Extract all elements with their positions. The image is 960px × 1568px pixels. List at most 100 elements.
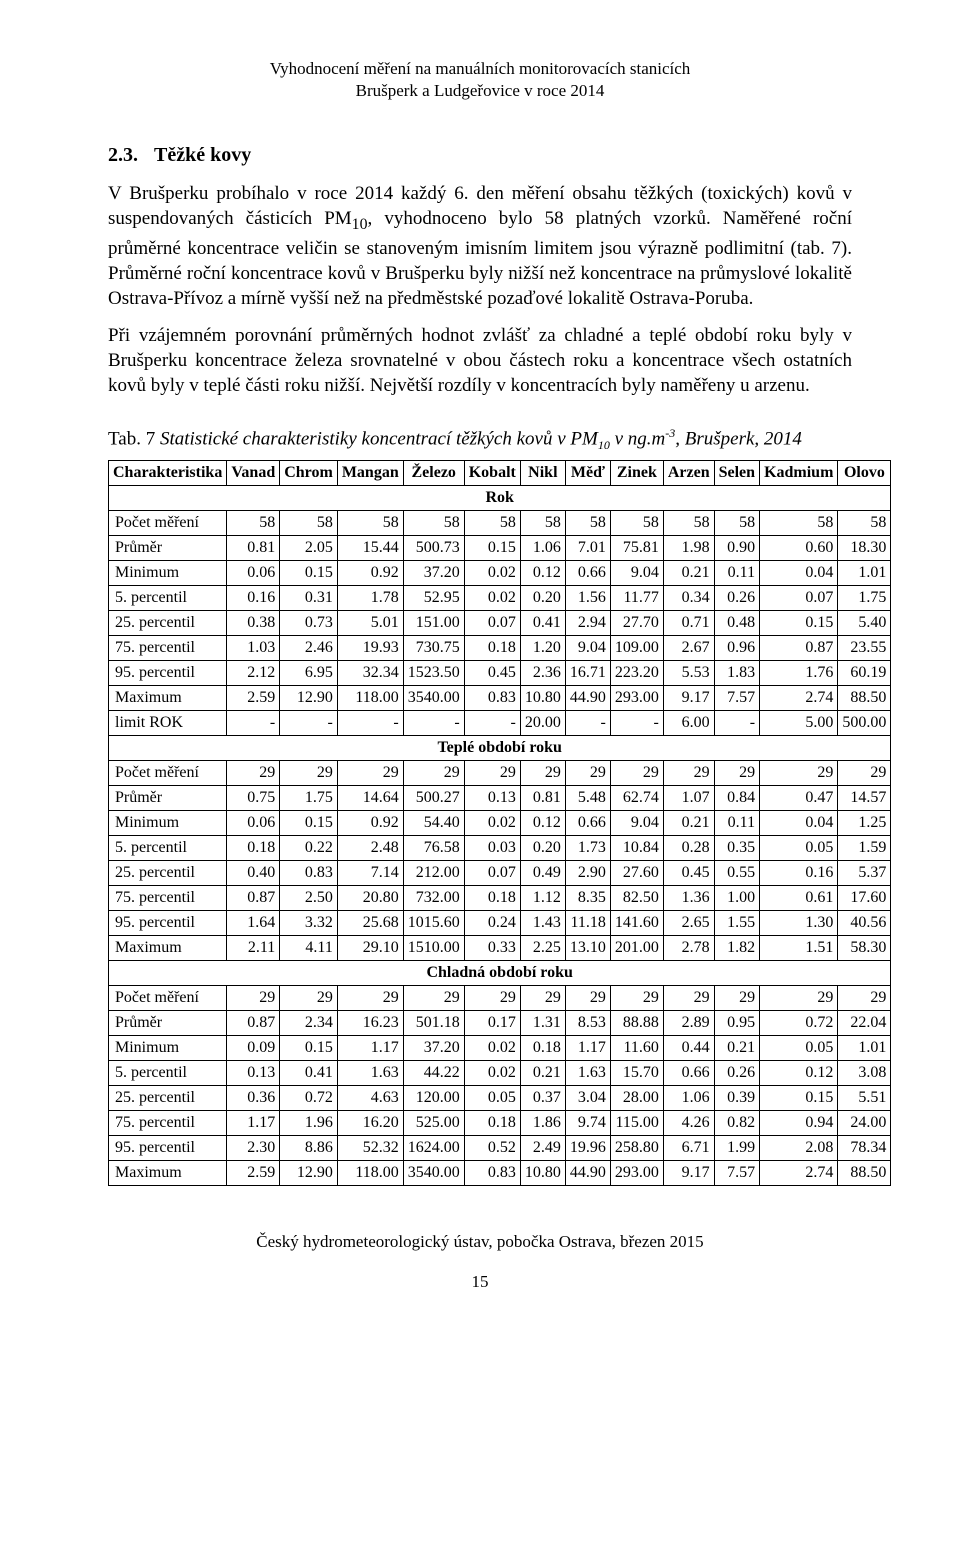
table-cell: 29 <box>337 985 403 1010</box>
table-cell: 732.00 <box>403 885 464 910</box>
table-cell: 0.66 <box>565 810 610 835</box>
table-cell: 7.14 <box>337 860 403 885</box>
table-column-header: Charakteristika <box>109 460 227 485</box>
table-cell: 1.96 <box>280 1110 338 1135</box>
header-line-1: Vyhodnocení měření na manuálních monitor… <box>108 58 852 80</box>
table-row: 5. percentil0.180.222.4876.580.030.201.7… <box>109 835 891 860</box>
table-cell: 0.72 <box>760 1010 838 1035</box>
table-row: 95. percentil2.126.9532.341523.500.452.3… <box>109 660 891 685</box>
table-cell: 0.12 <box>760 1060 838 1085</box>
table-cell: 0.90 <box>714 535 759 560</box>
table-cell: 29 <box>520 760 565 785</box>
table-cell: 0.02 <box>464 1035 520 1060</box>
table-cell: 8.35 <box>565 885 610 910</box>
table-row: Maximum2.5912.90118.003540.000.8310.8044… <box>109 685 891 710</box>
table-cell: 78.34 <box>838 1135 891 1160</box>
table-cell: 14.64 <box>337 785 403 810</box>
table-cell: 9.04 <box>610 560 663 585</box>
table-cell: 58 <box>565 510 610 535</box>
table-cell: 0.11 <box>714 560 759 585</box>
table-cell: 62.74 <box>610 785 663 810</box>
table-cell: 1.43 <box>520 910 565 935</box>
table-cell: 525.00 <box>403 1110 464 1135</box>
table-cell: 29 <box>838 985 891 1010</box>
table-cell: 29 <box>565 985 610 1010</box>
table-cell: 2.25 <box>520 935 565 960</box>
table-cell: 2.30 <box>227 1135 280 1160</box>
table-cell: 29 <box>760 985 838 1010</box>
table-cell: 16.20 <box>337 1110 403 1135</box>
table-cell: 0.34 <box>663 585 714 610</box>
table-cell: 0.38 <box>227 610 280 635</box>
table-cell: 29 <box>280 985 338 1010</box>
table-section-row: Teplé období roku <box>109 735 891 760</box>
table-row-header: Počet měření <box>109 760 227 785</box>
table-header-row: CharakteristikaVanadChromManganŽelezoKob… <box>109 460 891 485</box>
table-cell: 0.66 <box>565 560 610 585</box>
table-cell: 500.27 <box>403 785 464 810</box>
table-cell: 0.16 <box>227 585 280 610</box>
table-cell: 0.36 <box>227 1085 280 1110</box>
table-cell: 29 <box>337 760 403 785</box>
table-cell: 27.60 <box>610 860 663 885</box>
table-section-row: Chladná období roku <box>109 960 891 985</box>
table-cell: - <box>464 710 520 735</box>
table-cell: 0.84 <box>714 785 759 810</box>
table-cell: 11.60 <box>610 1035 663 1060</box>
table-cell: 6.71 <box>663 1135 714 1160</box>
table-cell: 29 <box>714 985 759 1010</box>
table-cell: 1.30 <box>760 910 838 935</box>
table-cell: 151.00 <box>403 610 464 635</box>
table-row: 75. percentil0.872.5020.80732.000.181.12… <box>109 885 891 910</box>
table-cell: 2.74 <box>760 1160 838 1185</box>
table-cell: 1.01 <box>838 560 891 585</box>
table-cell: 29 <box>464 985 520 1010</box>
table-cell: 2.89 <box>663 1010 714 1035</box>
table-cell: 109.00 <box>610 635 663 660</box>
table-cell: 1.99 <box>714 1135 759 1160</box>
table-caption: Tab. 7 Statistické charakteristiky konce… <box>108 426 852 453</box>
table-row-header: 95. percentil <box>109 910 227 935</box>
table-cell: 500.00 <box>838 710 891 735</box>
table-row-header: Počet měření <box>109 510 227 535</box>
section-number: 2.3. <box>108 144 138 166</box>
table-cell: 28.00 <box>610 1085 663 1110</box>
table-cell: 0.41 <box>520 610 565 635</box>
table-cell: 1.59 <box>838 835 891 860</box>
table-cell: 29 <box>464 760 520 785</box>
table-cell: 29 <box>565 760 610 785</box>
table-cell: 54.40 <box>403 810 464 835</box>
table-cell: 37.20 <box>403 560 464 585</box>
table-cell: 29 <box>663 985 714 1010</box>
table-cell: 0.06 <box>227 810 280 835</box>
table-column-header: Chrom <box>280 460 338 485</box>
table-cell: 0.04 <box>760 810 838 835</box>
body-paragraph-2: Při vzájemném porovnání průměrných hodno… <box>108 323 852 398</box>
table-cell: 10.80 <box>520 1160 565 1185</box>
table-column-header: Nikl <box>520 460 565 485</box>
table-cell: 0.20 <box>520 585 565 610</box>
table-row: Počet měření585858585858585858585858 <box>109 510 891 535</box>
table-cell: 0.15 <box>280 560 338 585</box>
table-cell: 20.00 <box>520 710 565 735</box>
table-cell: 24.00 <box>838 1110 891 1135</box>
table-cell: 58 <box>403 510 464 535</box>
table-cell: 5.51 <box>838 1085 891 1110</box>
table-row-header: Maximum <box>109 685 227 710</box>
table-row-header: 25. percentil <box>109 610 227 635</box>
table-column-header: Zinek <box>610 460 663 485</box>
table-row-header: Maximum <box>109 1160 227 1185</box>
table-cell: 5.01 <box>337 610 403 635</box>
table-cell: 2.74 <box>760 685 838 710</box>
table-cell: 5.00 <box>760 710 838 735</box>
table-cell: 37.20 <box>403 1035 464 1060</box>
table-cell: 29 <box>838 760 891 785</box>
table-cell: 0.45 <box>663 860 714 885</box>
table-cell: 1.31 <box>520 1010 565 1035</box>
table-cell: 293.00 <box>610 685 663 710</box>
table-cell: 75.81 <box>610 535 663 560</box>
table-cell: 1.98 <box>663 535 714 560</box>
table-cell: 0.52 <box>464 1135 520 1160</box>
table-row: Průměr0.812.0515.44500.730.151.067.0175.… <box>109 535 891 560</box>
table-cell: 0.95 <box>714 1010 759 1035</box>
